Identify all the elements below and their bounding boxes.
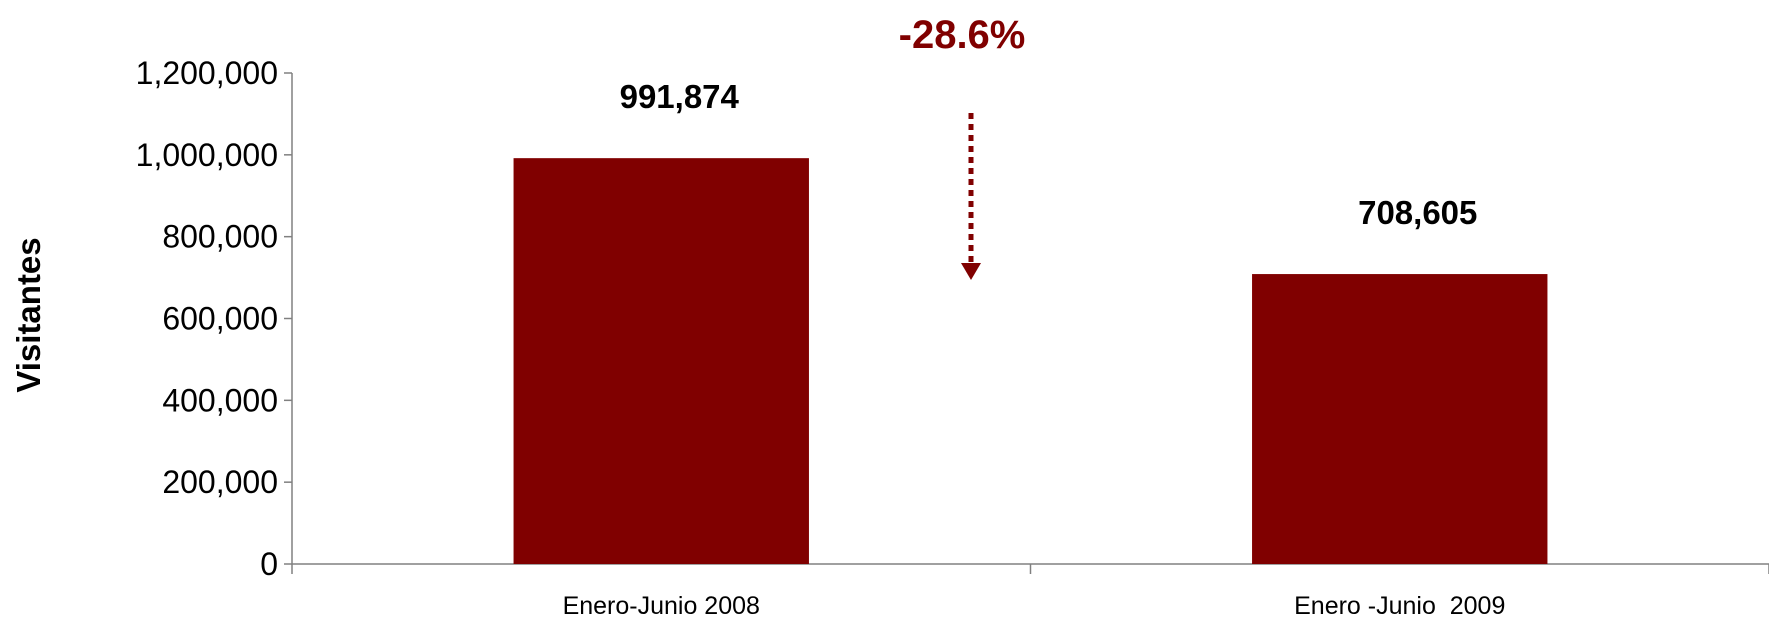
y-tick-label: 0	[260, 546, 278, 582]
y-tick-label: 1,200,000	[136, 55, 278, 91]
category-label: Enero-Junio 2008	[563, 592, 760, 620]
bar-value-label: 708,605	[1358, 194, 1477, 231]
change-percentage: -28.6%	[899, 13, 1026, 57]
y-tick-label: 400,000	[162, 382, 278, 418]
y-tick-label: 800,000	[162, 219, 278, 255]
bar	[513, 158, 809, 565]
category-label: Enero -Junio 2009	[1294, 592, 1505, 620]
x-axis	[291, 563, 1769, 574]
value-labels: 991,874 708,605	[620, 78, 1478, 231]
category-labels: Enero-Junio 2008 Enero -Junio 2009	[563, 592, 1506, 620]
y-axis: 0 200,000 400,000 600,000 800,000 1,000,000 1,…	[136, 55, 293, 582]
bars	[513, 158, 1548, 565]
arrow-head-icon	[961, 263, 981, 280]
bar-value-label: 991,874	[620, 78, 740, 115]
y-tick-label: 200,000	[162, 464, 278, 500]
y-axis-label: Visitantes	[10, 237, 47, 392]
y-tick-label: 600,000	[162, 301, 278, 337]
y-tick-label: 1,000,000	[136, 137, 278, 173]
bar	[1252, 274, 1548, 564]
change-annotation: -28.6%	[899, 13, 1026, 280]
